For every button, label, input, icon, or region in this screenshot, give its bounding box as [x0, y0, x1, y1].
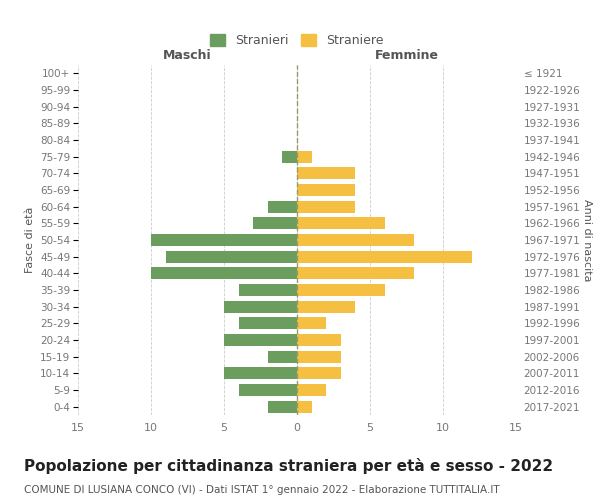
Bar	[297, 168, 355, 179]
Bar	[297, 250, 472, 262]
Bar	[297, 368, 341, 380]
Legend: Stranieri, Straniere: Stranieri, Straniere	[205, 29, 389, 52]
Bar	[297, 200, 355, 212]
Bar	[224, 334, 297, 346]
Y-axis label: Anni di nascita: Anni di nascita	[581, 198, 592, 281]
Text: Femmine: Femmine	[374, 48, 439, 62]
Bar	[151, 268, 297, 280]
Text: COMUNE DI LUSIANA CONCO (VI) - Dati ISTAT 1° gennaio 2022 - Elaborazione TUTTITA: COMUNE DI LUSIANA CONCO (VI) - Dati ISTA…	[24, 485, 500, 495]
Bar	[297, 350, 341, 362]
Bar	[297, 300, 355, 312]
Bar	[297, 400, 311, 412]
Bar	[239, 384, 297, 396]
Bar	[166, 250, 297, 262]
Bar	[297, 334, 341, 346]
Y-axis label: Fasce di età: Fasce di età	[25, 207, 35, 273]
Bar	[268, 200, 297, 212]
Bar	[268, 400, 297, 412]
Bar	[239, 284, 297, 296]
Bar	[224, 368, 297, 380]
Bar	[297, 218, 385, 230]
Bar	[297, 318, 326, 330]
Text: Maschi: Maschi	[163, 48, 212, 62]
Bar	[297, 234, 414, 246]
Bar	[283, 150, 297, 162]
Bar	[224, 300, 297, 312]
Bar	[297, 184, 355, 196]
Bar	[297, 268, 414, 280]
Bar	[151, 234, 297, 246]
Bar	[297, 150, 311, 162]
Bar	[297, 384, 326, 396]
Bar	[268, 350, 297, 362]
Bar	[253, 218, 297, 230]
Bar	[239, 318, 297, 330]
Bar	[297, 284, 385, 296]
Text: Popolazione per cittadinanza straniera per età e sesso - 2022: Popolazione per cittadinanza straniera p…	[24, 458, 553, 473]
